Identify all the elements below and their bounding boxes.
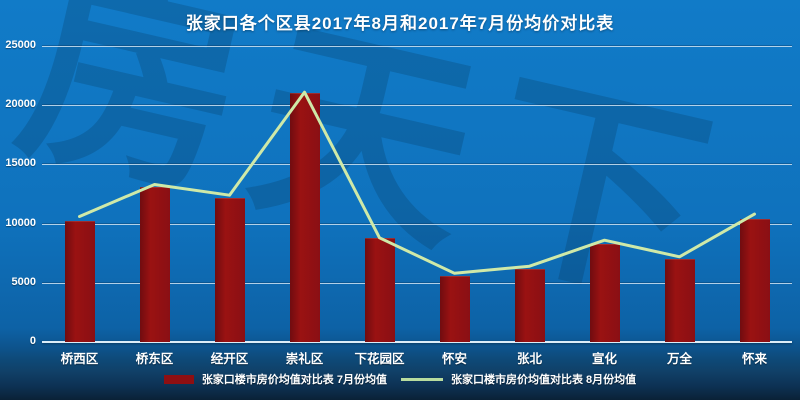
bar-桥西区 [64,221,95,342]
x-tick-张北: 张北 [516,352,542,366]
line-series [78,90,756,275]
legend: 张家口楼市房价均值对比表 7月份均值 张家口楼市房价均值对比表 8月份均值 [0,371,800,387]
bar-怀安 [439,275,470,342]
chart-title: 张家口各个区县2017年8月和2017年7月份均价对比表 [185,14,615,33]
x-tick-怀来: 怀来 [741,352,767,366]
y-tick-10000: 10000 [5,216,36,229]
bar-崇礼区 [289,93,320,342]
legend-line-label: 张家口楼市房价均值对比表 8月份均值 [451,374,637,386]
legend-bar-label: 张家口楼市房价均值对比表 7月份均值 [201,374,387,386]
bar-怀来 [739,218,770,342]
bar-宣化 [589,243,620,342]
gridline-25000 [42,46,792,47]
gridline-15000 [42,164,792,166]
x-tick-崇礼区: 崇礼区 [285,352,324,366]
plot-area [42,46,792,343]
x-tick-下花园区: 下花园区 [354,352,405,366]
bar-张北 [514,268,545,342]
x-tick-宣化: 宣化 [591,352,617,366]
y-tick-5000: 5000 [11,275,36,288]
legend-bar-swatch [163,374,194,384]
x-tick-怀安: 怀安 [441,352,467,366]
y-tick-20000: 20000 [5,98,36,111]
legend-line-swatch [401,377,443,381]
bar-桥东区 [139,186,170,342]
gridline-10000 [42,223,792,225]
bar-下花园区 [364,237,395,342]
x-axis-line [42,341,792,343]
x-tick-桥东区: 桥东区 [135,352,174,366]
y-tick-25000: 25000 [5,39,36,51]
x-tick-经开区: 经开区 [210,352,249,366]
bar-经开区 [214,197,245,342]
gridline-5000 [42,282,792,284]
y-tick-0: 0 [29,335,36,347]
bar-万全 [664,259,695,342]
x-tick-万全: 万全 [666,352,692,366]
gridline-20000 [42,105,792,107]
y-tick-15000: 15000 [5,157,36,170]
x-tick-桥西区: 桥西区 [60,352,99,366]
